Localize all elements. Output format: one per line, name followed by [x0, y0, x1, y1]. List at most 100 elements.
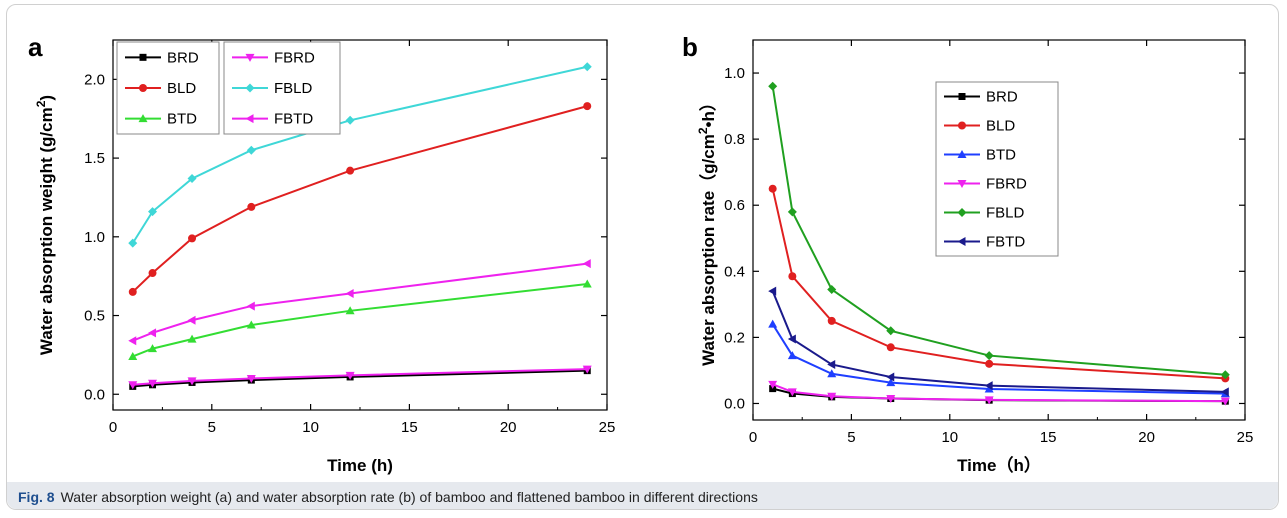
- y-tick-label: 0.6: [724, 197, 745, 214]
- legend-marker: [958, 93, 966, 100]
- y-tick-label: 0.0: [724, 395, 745, 412]
- legend-label: FBTD: [986, 234, 1025, 251]
- y-axis-label: Water absorption weight (g/cm2): [34, 95, 56, 355]
- x-tick-label: 15: [401, 419, 418, 436]
- data-point: [984, 396, 994, 405]
- data-point: [827, 359, 836, 369]
- data-point: [187, 315, 196, 325]
- series-line: [132, 262, 588, 342]
- legend-marker: [138, 114, 148, 123]
- data-point: [583, 102, 592, 111]
- data-point: [984, 381, 993, 391]
- data-point: [345, 288, 354, 298]
- x-tick-label: 25: [1237, 429, 1254, 446]
- legend-marker: [245, 114, 254, 124]
- legend: BRD BLD BTD: [116, 41, 220, 135]
- x-tick-label: 20: [1138, 429, 1155, 446]
- series-line: [131, 65, 588, 244]
- series-line: [771, 86, 1226, 376]
- x-axis-label: Time（h）: [957, 455, 1041, 475]
- legend-marker: [957, 237, 966, 246]
- chart-panel-b: b 0 5 10 15 20 25 0.0 0.2 0.4 0.6 0.8 1.0 Time（h） Wate…: [682, 32, 1253, 475]
- legend-label: FBLD: [986, 205, 1025, 222]
- legend-box: [935, 81, 1059, 257]
- legend-marker: [958, 121, 966, 130]
- data-point: [345, 371, 355, 380]
- data-point: [788, 272, 797, 281]
- caption-bar: [7, 482, 1278, 509]
- series-FBTD: [768, 286, 1229, 397]
- data-point: [582, 259, 591, 269]
- data-point: [985, 359, 994, 368]
- data-point: [787, 388, 797, 397]
- legend-marker: [957, 150, 967, 158]
- data-point: [768, 319, 778, 328]
- data-point: [768, 286, 777, 296]
- y-tick-label: 1.0: [84, 229, 105, 246]
- legend-marker: [245, 53, 255, 62]
- y-tick-label: 0.8: [724, 131, 745, 148]
- data-point: [886, 343, 895, 352]
- data-point: [886, 372, 895, 382]
- caption-label: Fig. 8: [18, 489, 55, 505]
- data-point: [1220, 397, 1230, 406]
- series-FBTD: [128, 259, 591, 346]
- data-point: [148, 328, 157, 338]
- x-tick-label: 0: [749, 429, 757, 446]
- data-point: [768, 184, 777, 193]
- data-point: [886, 378, 896, 387]
- data-point: [827, 369, 837, 378]
- y-tick-label: 0.5: [84, 308, 105, 325]
- data-point: [246, 320, 256, 329]
- data-point: [886, 326, 896, 336]
- series-line: [771, 290, 1226, 393]
- y-tick-label: 2.0: [84, 71, 105, 88]
- data-point: [128, 238, 138, 248]
- data-point: [768, 81, 778, 91]
- y-tick-label: 1.0: [724, 65, 745, 82]
- legend-marker: [957, 180, 967, 188]
- data-point: [345, 115, 355, 125]
- data-point: [346, 166, 355, 175]
- data-point: [128, 287, 137, 296]
- y-tick-label: 1.5: [84, 150, 105, 167]
- data-point: [128, 351, 138, 360]
- x-tick-label: 5: [208, 419, 216, 436]
- series-FBLD: [128, 62, 592, 248]
- legend-label: BRD: [986, 89, 1018, 106]
- chart-panel-a: a 0 5 10 15 20 25 0.0 0.5 1.0 1.5 2.0 Time (h) Water …: [28, 32, 615, 475]
- series-line: [771, 323, 1226, 395]
- data-point: [787, 334, 796, 344]
- x-tick-label: 10: [302, 419, 319, 436]
- series-line: [132, 283, 588, 358]
- series-BLD: [128, 102, 592, 296]
- data-point: [768, 380, 778, 389]
- data-point: [984, 384, 994, 393]
- legend-label: FBRD: [274, 49, 315, 66]
- series-line: [132, 105, 588, 293]
- series-line: [772, 383, 1226, 403]
- data-point: [128, 381, 138, 390]
- legend-label: BTD: [986, 147, 1016, 164]
- data-point: [128, 336, 137, 346]
- x-tick-label: 10: [941, 429, 958, 446]
- data-point: [247, 202, 256, 211]
- data-point: [187, 334, 197, 343]
- data-point: [827, 316, 836, 325]
- data-point: [148, 379, 158, 388]
- data-point: [148, 269, 157, 278]
- x-tick-label: 0: [109, 419, 117, 436]
- x-tick-label: 20: [500, 419, 517, 436]
- legend: BRD BLD BTD FBRD FBLD FBTD: [935, 81, 1059, 257]
- legend: FBRD FBLD FBTD: [223, 41, 341, 135]
- data-point: [787, 351, 797, 360]
- data-point: [148, 207, 158, 217]
- legend-marker: [245, 83, 255, 93]
- legend-label: BTD: [167, 111, 197, 128]
- data-point: [148, 344, 158, 353]
- panel-label: b: [682, 32, 698, 62]
- data-point: [827, 284, 837, 294]
- data-point: [1220, 370, 1230, 380]
- series-line: [132, 368, 588, 386]
- y-axis-label: Water absorption rate（g/cm2•h）: [696, 94, 718, 366]
